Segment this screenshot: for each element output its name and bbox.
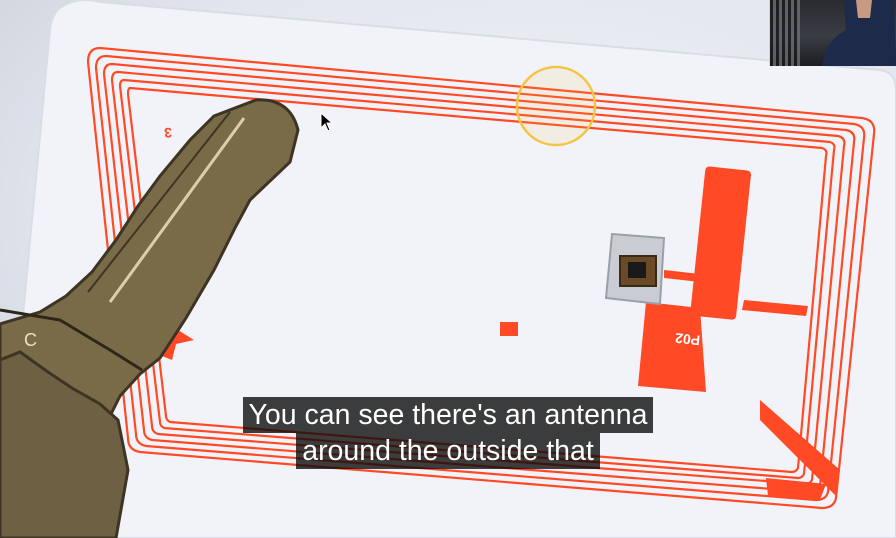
- caption-line-1: You can see there's an antenna: [242, 397, 654, 433]
- card-edge-mark: 3: [163, 125, 172, 142]
- webcam-overlay-icon: [769, 0, 896, 66]
- click-highlight: [515, 65, 597, 147]
- antenna-bridge: [500, 166, 840, 500]
- key-mark: C: [24, 330, 37, 350]
- presenter-thumbnail: [822, 0, 896, 66]
- chip-icon: [619, 255, 657, 287]
- caption-line-2: around the outside that: [296, 433, 600, 469]
- background-fence: [770, 0, 800, 66]
- key-icon: [0, 98, 300, 538]
- antenna-coil: [86, 46, 876, 510]
- card-print-code: P02: [674, 330, 701, 349]
- caption-overlay: You can see there's an antenna around th…: [0, 397, 896, 469]
- cursor-icon: [320, 112, 334, 132]
